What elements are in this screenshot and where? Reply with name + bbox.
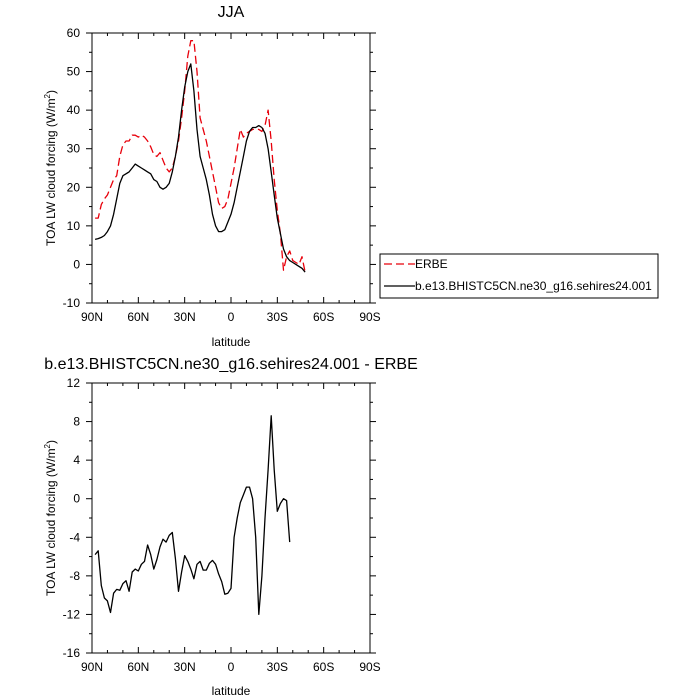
top-y-tick-label: -10 [63, 296, 81, 310]
top-series-line-0 [95, 40, 306, 273]
top-x-tick-label: 90N [81, 310, 103, 324]
top-x-tick-label: 90S [359, 310, 380, 324]
bottom-y-axis-label: TOA LW cloud forcing (W/m2) [43, 440, 58, 596]
top-x-tick-label: 30N [174, 310, 196, 324]
bottom-y-tick-label: -4 [69, 530, 80, 544]
bottom-x-tick-label: 90N [81, 660, 103, 674]
bottom-y-tick-label: 4 [73, 453, 80, 467]
bottom-plot-frame [91, 382, 371, 654]
bottom-chart: b.e13.BHISTC5CN.ne30_g16.sehires24.001 -… [43, 356, 418, 698]
top-x-tick-label: 30S [267, 310, 288, 324]
top-x-tick-label: 0 [228, 310, 235, 324]
bottom-x-axis-label: latitude [212, 684, 251, 698]
legend: ERBE b.e13.BHISTC5CN.ne30_g16.sehires24.… [379, 253, 659, 299]
legend-box [379, 253, 659, 299]
top-y-tick-label: 30 [67, 142, 81, 156]
bottom-x-tick-label: 30N [174, 660, 196, 674]
bottom-series-line-0 [94, 415, 291, 616]
top-y-axis-label: TOA LW cloud forcing (W/m2) [43, 90, 58, 246]
bottom-x-tick-label: 90S [359, 660, 380, 674]
top-x-tick-label: 60S [313, 310, 334, 324]
top-chart: JJA 90N 60N 30N 0 30S 60S 90S-100102030405060 … [43, 4, 381, 349]
bottom-y-tick-label: -12 [63, 607, 81, 621]
top-chart-title: JJA [218, 4, 245, 21]
bottom-series-lines [94, 415, 291, 616]
bottom-x-tick-label: 60S [313, 660, 334, 674]
top-y-tick-label: 40 [67, 103, 81, 117]
bottom-y-tick-label: 8 [73, 415, 80, 429]
bottom-y-tick-label: 12 [67, 376, 81, 390]
top-x-axis-label: latitude [212, 335, 251, 349]
top-series-line-1 [94, 63, 306, 273]
top-y-tick-label: 10 [67, 219, 81, 233]
top-axis-ticks: 90N 60N 30N 0 30S 60S 90S -10 0 10 20 30 40 50 60 [63, 26, 381, 324]
top-y-tick-label: 0 [73, 257, 80, 271]
bottom-x-tick-label: 0 [228, 660, 235, 674]
top-x-tick-label: 60N [127, 310, 149, 324]
top-y-tick-label: 20 [67, 180, 81, 194]
legend-label-erbe: ERBE [415, 257, 448, 271]
bottom-axis-ticks: 90N 60N 30N 0 30S 60S 90S -16 -12 -8 -4 0 4 8 12 [63, 376, 381, 674]
bottom-chart-title: b.e13.BHISTC5CN.ne30_g16.sehires24.001 -… [44, 356, 418, 373]
legend-label-model: b.e13.BHISTC5CN.ne30_g16.sehires24.001 [415, 279, 652, 293]
top-plot-frame [91, 32, 371, 304]
top-y-tick-label: 50 [67, 65, 81, 79]
top-y-tick-label: 60 [67, 26, 81, 40]
bottom-y-tick-label: 0 [73, 492, 80, 506]
top-series-lines [94, 40, 306, 273]
bottom-y-tick-label: -8 [69, 569, 80, 583]
bottom-y-tick-label: -16 [63, 646, 81, 660]
bottom-x-tick-label: 60N [127, 660, 149, 674]
bottom-x-tick-label: 30S [267, 660, 288, 674]
